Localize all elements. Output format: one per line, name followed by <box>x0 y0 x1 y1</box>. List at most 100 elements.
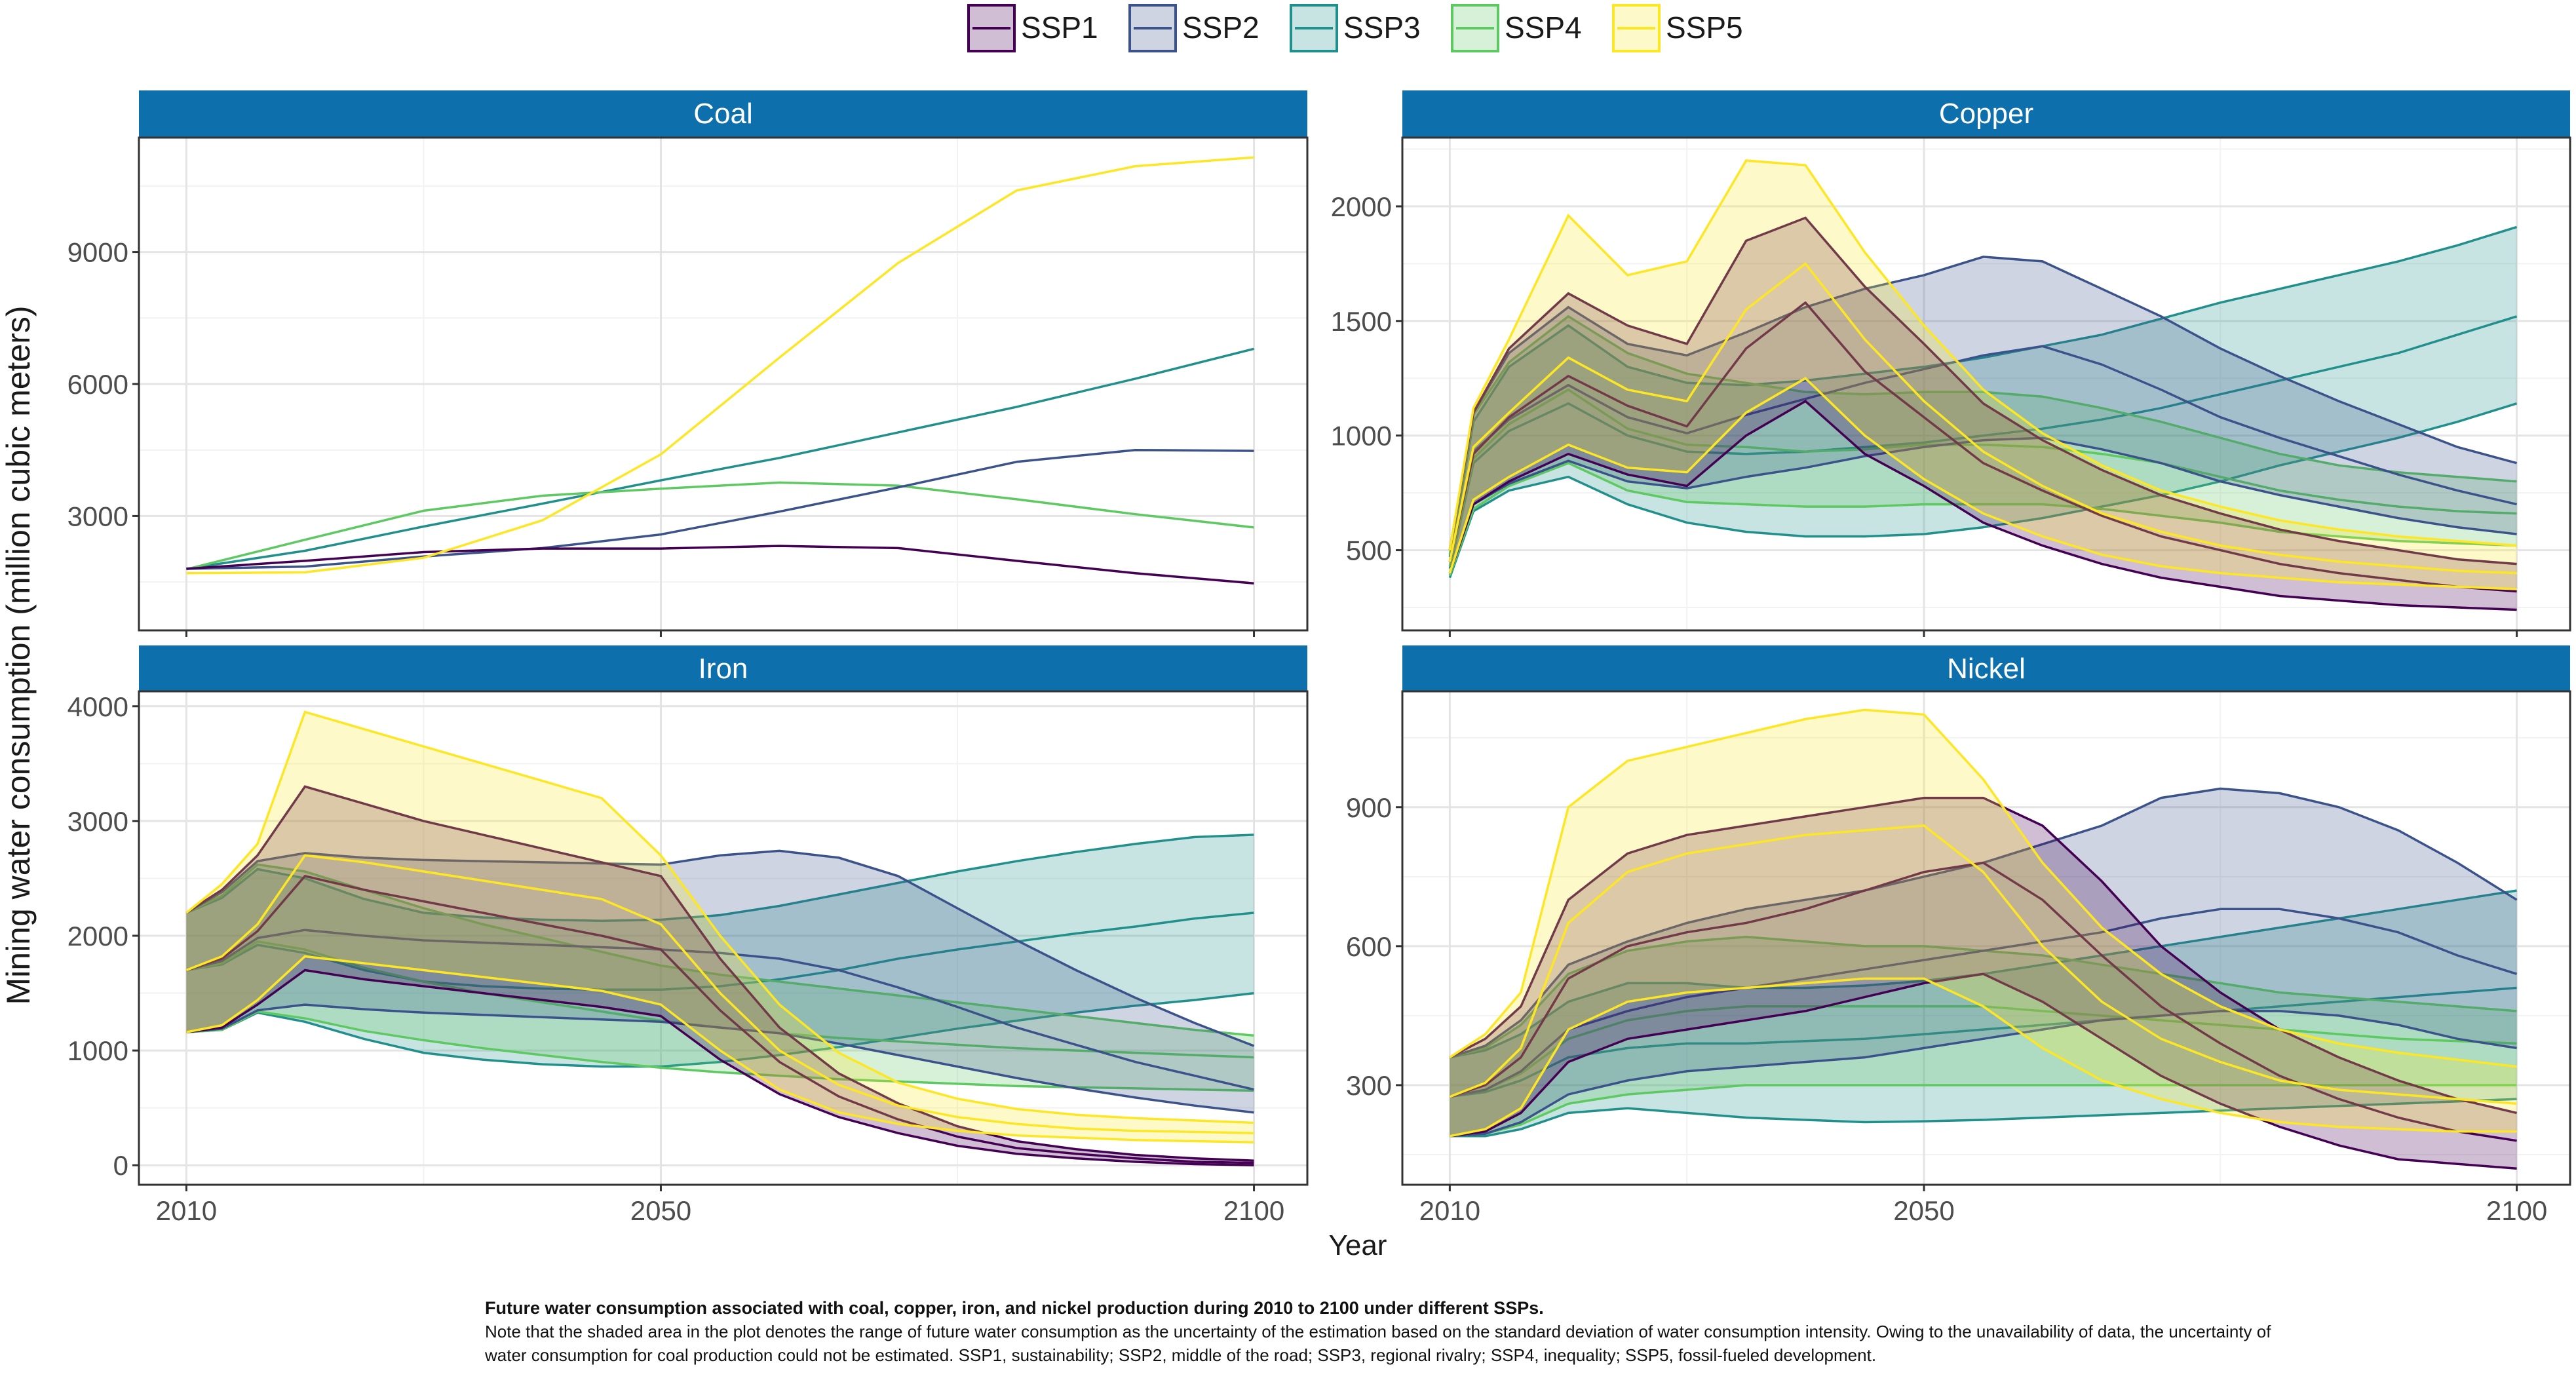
x-tick-label: 2010 <box>1419 1195 1480 1226</box>
y-tick-label: 1000 <box>1331 421 1392 451</box>
band-upper-iron-ssp2 <box>185 849 1255 1047</box>
band-lower-nickel-ssp5 <box>1450 977 2517 1138</box>
legend-label-ssp5: SSP5 <box>1666 10 1743 45</box>
legend-item-ssp2: SSP2 <box>1128 4 1259 52</box>
band-nickel-ssp2 <box>1450 788 2517 1136</box>
band-lower-nickel-ssp4 <box>1450 1084 2517 1138</box>
band-lower-copper-ssp2 <box>1448 436 2517 574</box>
band-upper-nickel-ssp4 <box>1449 935 2517 1059</box>
band-upper-iron-ssp5 <box>185 710 1254 1124</box>
figure-caption: Future water consumption associated with… <box>485 1296 2294 1367</box>
series-nickel-ssp2 <box>1449 787 2518 1138</box>
legend-label-ssp4: SSP4 <box>1505 10 1582 45</box>
y-tick-label: 900 <box>1346 792 1392 823</box>
line-copper-ssp5 <box>1448 262 2517 575</box>
line-nickel-ssp4 <box>1450 1005 2517 1098</box>
legend-item-ssp4: SSP4 <box>1451 4 1582 52</box>
y-tick-label: 3000 <box>67 806 128 837</box>
series-coal-ssp2 <box>186 448 1254 570</box>
legend-item-ssp3: SSP3 <box>1290 4 1421 52</box>
band-iron-ssp5 <box>186 712 1254 1143</box>
band-upper-iron-ssp1 <box>185 785 1254 1162</box>
legend-item-ssp5: SSP5 <box>1612 4 1743 52</box>
band-lower-iron-ssp1 <box>186 969 1254 1166</box>
y-tick-label: 2000 <box>67 921 128 951</box>
caption-title: Future water consumption associated with… <box>485 1298 1544 1318</box>
strip-nickel <box>1402 645 2570 691</box>
panel-border-nickel <box>1401 690 2571 1186</box>
panel-border-copper <box>1401 136 2571 632</box>
line-iron-ssp3 <box>186 912 1254 991</box>
panel-copper: Copper500100015002000201020502100 <box>1331 90 2571 672</box>
band-upper-copper-ssp4 <box>1448 315 2517 555</box>
x-tick-label: 2100 <box>1223 1195 1284 1226</box>
line-nickel-ssp5 <box>1449 824 2517 1105</box>
line-nickel-ssp1 <box>1449 861 2517 1142</box>
line-copper-ssp1 <box>1448 301 2517 593</box>
strip-title-iron: Iron <box>699 653 748 685</box>
band-upper-iron-ssp4 <box>185 863 1254 1037</box>
band-lower-nickel-ssp2 <box>1450 1010 2517 1138</box>
y-tick-label: 300 <box>1346 1070 1392 1101</box>
y-tick-label: 3000 <box>67 501 128 531</box>
y-tick-label: 600 <box>1346 931 1392 962</box>
band-copper-ssp5 <box>1450 161 2517 589</box>
strip-copper <box>1402 90 2570 137</box>
plot-area-nickel <box>1402 691 2570 1185</box>
band-copper-ssp2 <box>1450 256 2517 573</box>
facet-panels: Coal300060009000201020502100Copper500100… <box>67 90 2571 1226</box>
band-upper-nickel-ssp2 <box>1449 787 2518 1059</box>
grid-iron <box>139 691 1307 1185</box>
line-coal-ssp3 <box>186 347 1254 570</box>
line-iron-ssp1 <box>185 875 1254 1164</box>
line-nickel-ssp3 <box>1450 986 2517 1098</box>
strip-title-nickel: Nickel <box>1947 653 2026 685</box>
x-tick-label: 2050 <box>630 1195 691 1226</box>
series-copper-ssp5 <box>1448 159 2517 590</box>
y-tick-label: 500 <box>1346 535 1392 566</box>
y-tick-label: 4000 <box>67 691 128 722</box>
band-lower-nickel-ssp1 <box>1450 972 2517 1170</box>
y-tick-label: 1500 <box>1331 306 1392 337</box>
band-upper-nickel-ssp5 <box>1449 708 2517 1068</box>
panel-border-iron <box>138 690 1309 1186</box>
y-tick-label: 6000 <box>67 369 128 400</box>
line-iron-ssp5 <box>185 854 1254 1134</box>
series-nickel-ssp1 <box>1449 796 2517 1170</box>
strip-title-copper: Copper <box>1939 98 2033 130</box>
caption-body: Note that the shaded area in the plot de… <box>485 1322 2271 1365</box>
band-upper-copper-ssp1 <box>1448 216 2517 566</box>
series-coal-ssp3 <box>186 347 1254 570</box>
line-coal-ssp2 <box>186 448 1254 570</box>
series-coal-ssp4 <box>185 481 1254 571</box>
band-upper-copper-ssp5 <box>1448 159 2517 550</box>
band-nickel-ssp3 <box>1450 891 2517 1136</box>
y-tick-label: 2000 <box>1331 191 1392 222</box>
legend-label-ssp3: SSP3 <box>1343 10 1421 45</box>
band-lower-iron-ssp5 <box>186 955 1254 1143</box>
strip-coal <box>139 90 1307 137</box>
panel-iron: Iron 0 1000 2000 3000 4000 2010 2050 2100 <box>67 645 1309 1226</box>
y-tick-label: 0 <box>113 1150 128 1181</box>
band-upper-nickel-ssp1 <box>1449 796 2517 1115</box>
band-upper-copper-ssp2 <box>1448 256 2518 550</box>
series-iron-ssp1 <box>185 785 1254 1166</box>
band-lower-nickel-ssp3 <box>1450 1098 2517 1138</box>
series-iron-ssp2 <box>185 849 1255 1114</box>
band-nickel-ssp1 <box>1450 797 2517 1169</box>
series-nickel-ssp5 <box>1449 708 2517 1138</box>
band-nickel-ssp5 <box>1450 710 2517 1136</box>
grid-coal <box>139 138 1307 630</box>
band-iron-ssp4 <box>186 864 1254 1091</box>
x-axis-label: Year <box>1329 1229 1387 1261</box>
series-nickel-ssp4 <box>1449 935 2517 1138</box>
legend-label-ssp2: SSP2 <box>1182 10 1259 45</box>
y-tick-label: 1000 <box>67 1035 128 1066</box>
legend-label-ssp1: SSP1 <box>1021 10 1098 45</box>
series-copper-ssp2 <box>1448 256 2518 574</box>
strip-iron <box>139 645 1307 691</box>
band-lower-iron-ssp2 <box>186 1003 1254 1114</box>
legend: SSP1 SSP2 SSP3 SSP4 SSP5 <box>967 4 1743 52</box>
band-nickel-ssp4 <box>1450 936 2517 1136</box>
